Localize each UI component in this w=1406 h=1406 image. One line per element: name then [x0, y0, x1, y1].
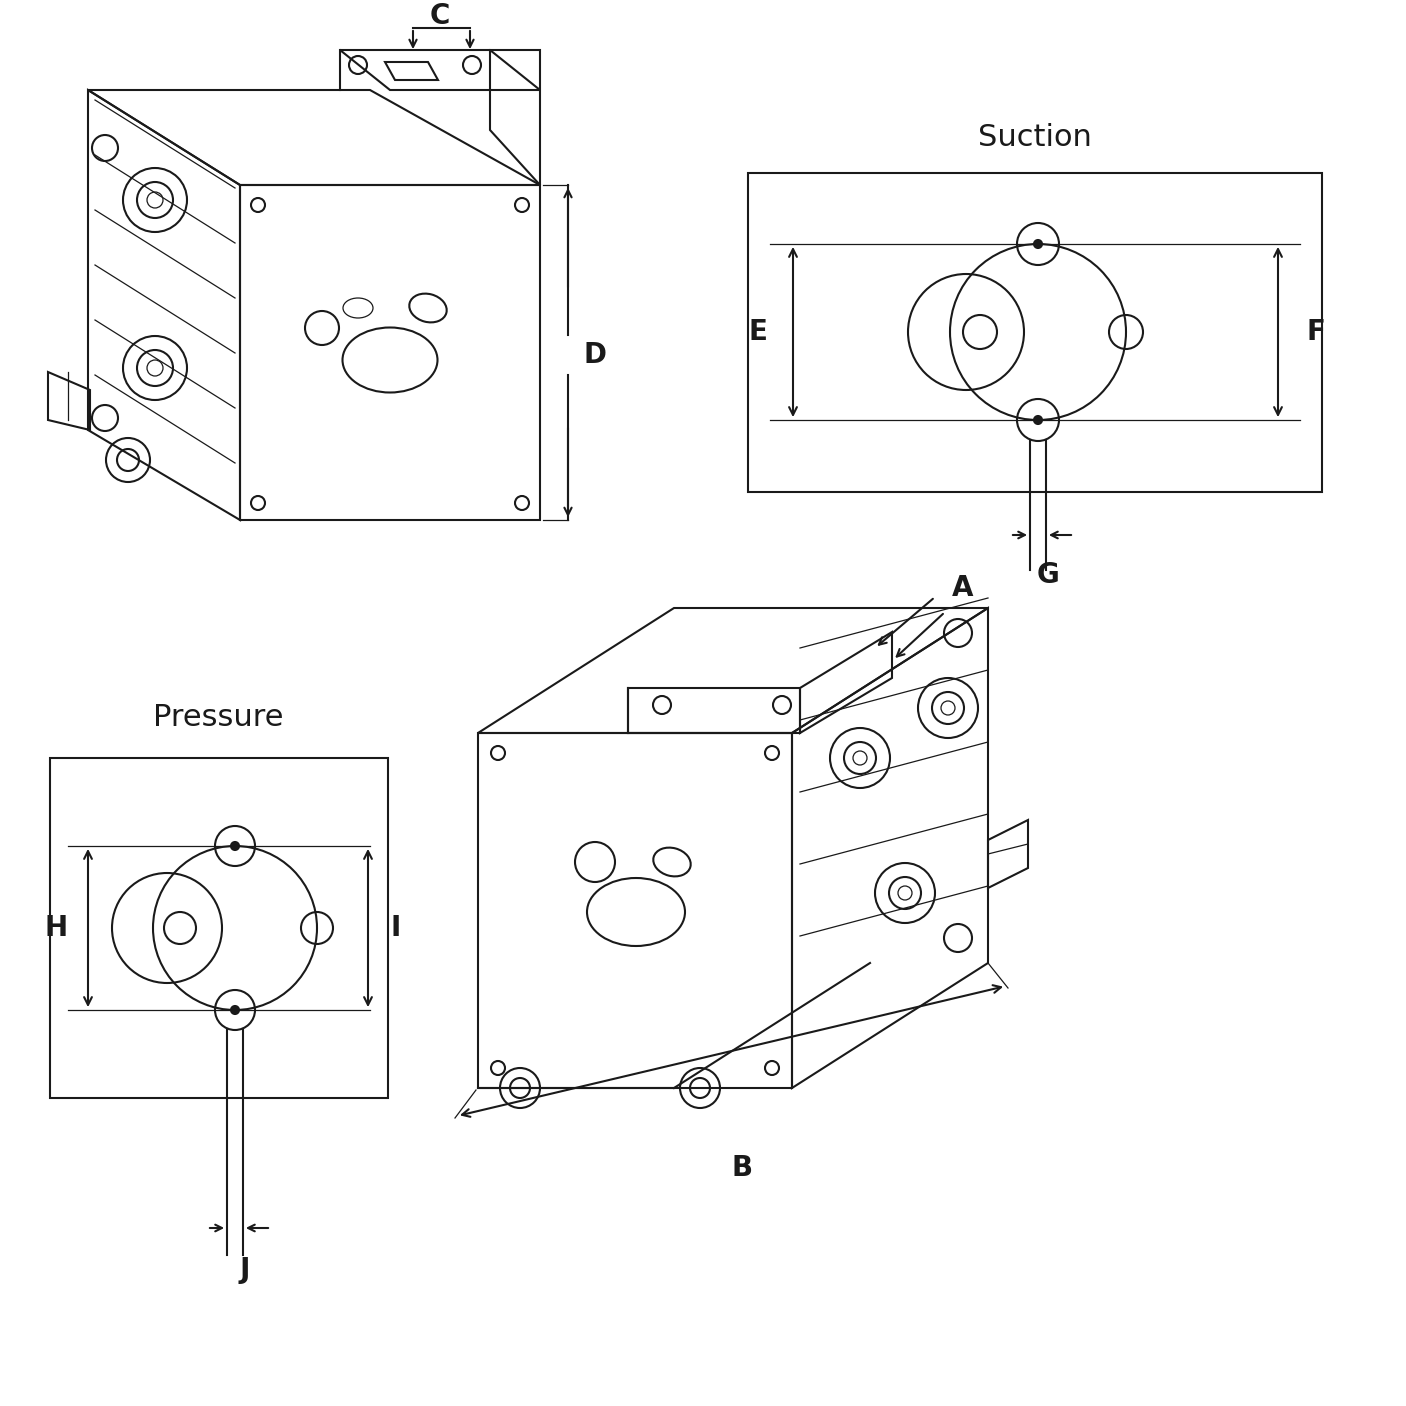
Text: D: D — [583, 342, 606, 368]
Text: Pressure: Pressure — [153, 703, 283, 733]
Text: B: B — [731, 1154, 752, 1182]
Text: C: C — [430, 1, 450, 30]
Text: F: F — [1306, 318, 1326, 346]
Circle shape — [231, 1007, 239, 1014]
Text: I: I — [391, 914, 401, 942]
Text: E: E — [748, 318, 768, 346]
Circle shape — [1033, 416, 1042, 425]
Text: Suction: Suction — [979, 124, 1092, 152]
Circle shape — [231, 842, 239, 851]
Text: H: H — [45, 914, 67, 942]
Text: G: G — [1036, 561, 1059, 589]
Circle shape — [1033, 240, 1042, 247]
Text: J: J — [240, 1256, 250, 1284]
Text: A: A — [952, 574, 974, 602]
